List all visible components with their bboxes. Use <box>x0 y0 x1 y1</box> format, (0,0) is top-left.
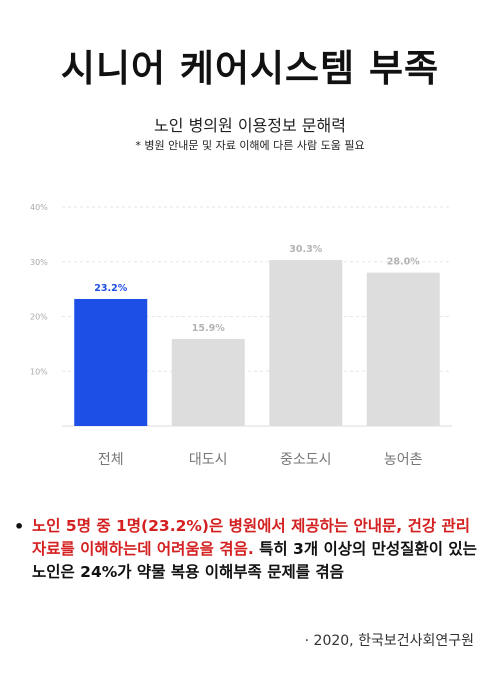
bullet-text: 노인 5명 중 1명(23.2%)은 병원에서 제공하는 안내문, 건강 관리 … <box>32 515 484 584</box>
data-label: 30.3% <box>289 244 322 255</box>
category-label: 중소도시 <box>280 452 332 468</box>
category-label: 전체 <box>98 452 124 468</box>
category-label: 농어촌 <box>384 452 423 468</box>
data-label: 23.2% <box>94 283 127 294</box>
bullet-highlight-text: 노인 5명 중 1명(23.2%)은 병원에서 제공하는 안내문, 건강 관리 … <box>32 517 471 558</box>
y-tick-label: 30% <box>30 258 48 267</box>
page-title: 시니어 케어시스템 부족 <box>60 47 440 90</box>
chart-note: * 병원 안내문 및 자료 이해에 다른 사람 도움 필요 <box>135 139 365 152</box>
bullet-body-text: 특히 3개 이상의 만성질환이 있는 노인은 24%가 약물 복용 이해부족 문… <box>32 540 477 581</box>
bar <box>269 260 343 426</box>
y-tick-label: 20% <box>30 313 48 322</box>
bar <box>74 298 148 426</box>
y-tick-label: 40% <box>30 203 48 212</box>
summary-bullet: • 노인 5명 중 1명(23.2%)은 병원에서 제공하는 안내문, 건강 관… <box>14 515 484 584</box>
data-label: 15.9% <box>192 323 225 334</box>
bar <box>171 338 245 426</box>
bar-chart: 40% 30% 20% 10% 23.2% 전체 15.9% 대도시 30.3% 중소도시 28.0… <box>30 203 452 468</box>
data-label: 28.0% <box>387 257 420 268</box>
bullet-icon: • <box>14 517 25 536</box>
y-tick-label: 10% <box>30 367 48 376</box>
chart-subtitle: 노인 병의원 이용정보 문해력 <box>154 116 346 135</box>
source-citation: · 2020, 한국보건사회연구원 <box>304 633 474 649</box>
category-label: 대도시 <box>189 452 228 468</box>
bar <box>366 272 440 426</box>
